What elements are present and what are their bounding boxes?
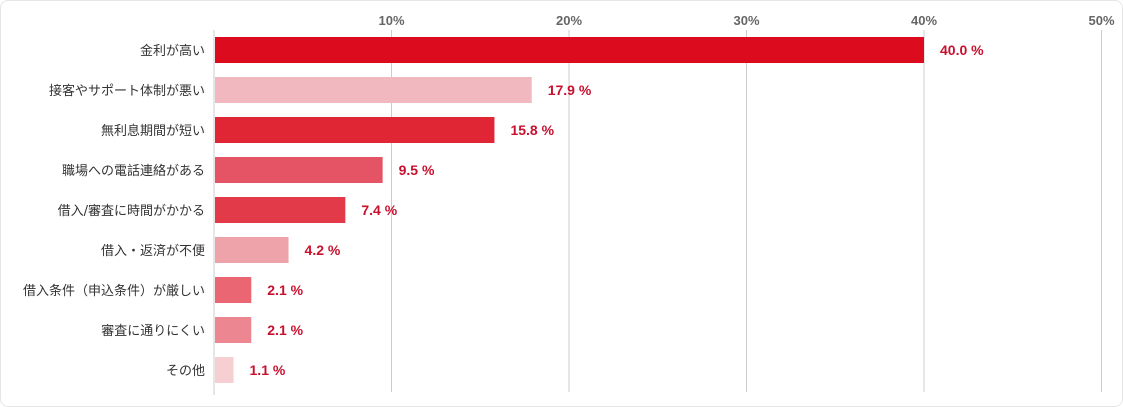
value-label: 9.5 %: [399, 162, 435, 178]
bar: [215, 37, 924, 63]
bar: [215, 317, 252, 343]
category-label: 接客やサポート体制が悪い: [49, 83, 205, 99]
value-label: 17.9 %: [548, 82, 592, 98]
x-tick-label: 30%: [733, 13, 759, 28]
x-tick-label: 20%: [556, 13, 582, 28]
x-tick-label: 40%: [911, 13, 937, 28]
category-label: 借入条件（申込条件）が厳しい: [23, 283, 205, 299]
value-label: 1.1 %: [250, 362, 286, 378]
value-label: 2.1 %: [267, 282, 303, 298]
bar: [215, 197, 346, 223]
bar: [215, 237, 289, 263]
bar: [215, 357, 234, 383]
value-label: 7.4 %: [361, 202, 397, 218]
bar: [215, 157, 383, 183]
bar: [215, 277, 252, 303]
value-label: 15.8 %: [510, 122, 554, 138]
category-label: 借入・返済が不便: [101, 243, 205, 259]
bar: [215, 77, 532, 103]
bar: [215, 117, 495, 143]
value-label: 40.0 %: [940, 42, 984, 58]
value-label: 2.1 %: [267, 322, 303, 338]
category-label: その他: [166, 364, 205, 379]
category-label: 職場への電話連絡がある: [62, 163, 205, 179]
category-label: 無利息期間が短い: [101, 123, 205, 139]
category-label: 金利が高い: [140, 43, 205, 59]
category-label: 借入/審査に時間がかかる: [58, 204, 205, 219]
category-label: 審査に通りにくい: [101, 324, 205, 339]
x-tick-label: 50%: [1088, 13, 1114, 28]
x-tick-label: 10%: [378, 13, 404, 28]
value-label: 4.2 %: [305, 242, 341, 258]
